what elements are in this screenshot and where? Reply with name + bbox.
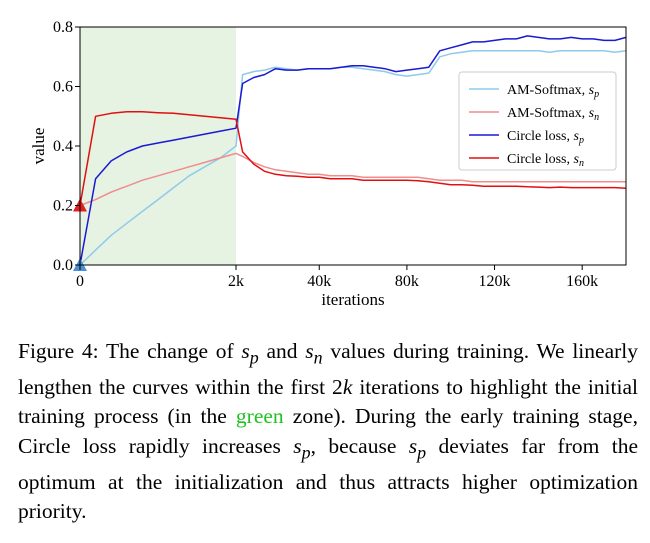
caption-math-sp: sp [408,433,427,463]
x-tick-label: 0 [76,273,84,290]
y-tick-label: 0.2 [53,198,73,215]
caption-math-sp: sp [241,339,259,368]
x-tick-label: 80k [395,273,419,290]
x-tick-label: 40k [307,273,331,290]
series-line-2 [79,152,626,207]
y-axis-title: value [29,128,48,165]
x-tick-label: 2k [228,273,244,290]
x-tick-label: 120k [479,273,511,290]
caption-math-sn: sn [305,339,323,368]
y-tick-label: 0.0 [53,257,73,274]
caption-text: deviates far from the optimum at the ini… [18,433,638,524]
caption-text: Figure 4: The change of [18,339,242,363]
y-tick-label: 0.8 [53,19,73,36]
y-tick-label: 0.4 [53,138,73,155]
legend-box [458,71,617,171]
series-lines [79,35,627,266]
caption-text: , because [310,433,409,458]
series-line-3 [79,35,627,266]
green-zone [80,27,236,265]
y-tick-label: 0.6 [53,79,73,96]
series-line-4 [79,111,627,206]
caption-text: iterations to highlight the initial trai… [18,374,638,429]
axis-ticks: 0 2k 40k 80k 120k 160k 0.0 0.2 0.4 0.6 0.8 [53,19,598,290]
line-chart: 0 2k 40k 80k 120k 160k 0.0 0.2 0.4 0.6 0.8 iterati… [29,19,627,309]
caption-math-k: k [342,374,353,399]
legend-label-3: Circle loss, sp [507,129,584,146]
figure-caption: Figure 4: The change of sp and sn values… [18,337,638,527]
series-line-1 [79,50,627,266]
caption-text: zone). During the early training stage, … [18,404,638,458]
legend: AM-Softmax, sp AM-Softmax, sn Circle loss,… [458,71,617,171]
caption-text: and [258,339,306,363]
x-axis-title: iterations [321,290,384,309]
x-tick-label: 160k [566,273,598,290]
caption-green-word: green [235,404,284,429]
legend-label-4: Circle loss, sn [507,152,584,169]
legend-label-1: AM-Softmax, sp [507,83,599,100]
caption-math-sp: sp [293,433,311,463]
caption-text: values during training. We linearly leng… [18,339,639,399]
legend-label-2: AM-Softmax, sn [507,106,599,123]
